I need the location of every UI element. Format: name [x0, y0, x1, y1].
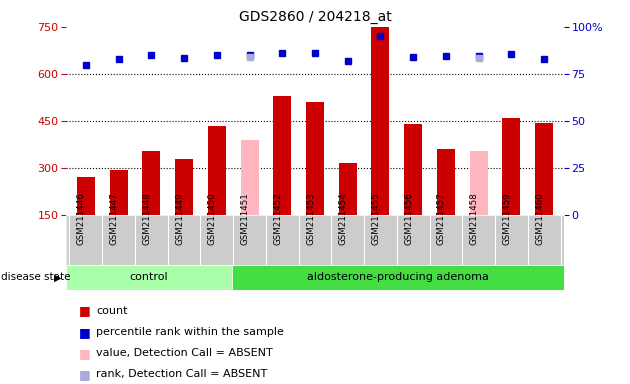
- Bar: [339, 163, 357, 215]
- Text: aldosterone-producing adenoma: aldosterone-producing adenoma: [307, 272, 489, 283]
- Bar: [175, 159, 193, 215]
- Text: GSM211448: GSM211448: [142, 193, 151, 245]
- Bar: [110, 170, 127, 215]
- Bar: [437, 149, 455, 215]
- Bar: [241, 140, 258, 215]
- Bar: [536, 122, 553, 215]
- Bar: [306, 102, 324, 215]
- Text: GSM211454: GSM211454: [339, 193, 348, 245]
- Text: GSM211449: GSM211449: [175, 193, 184, 245]
- Bar: [470, 151, 488, 215]
- Text: GSM211456: GSM211456: [404, 193, 413, 245]
- Bar: [208, 126, 226, 215]
- Bar: [77, 177, 94, 215]
- Bar: [142, 151, 160, 215]
- Text: value, Detection Call = ABSENT: value, Detection Call = ABSENT: [96, 348, 273, 358]
- Text: GSM211455: GSM211455: [372, 193, 381, 245]
- Text: GSM211451: GSM211451: [241, 193, 249, 245]
- Bar: [66, 265, 232, 290]
- Text: GSM211453: GSM211453: [306, 193, 315, 245]
- Text: disease state: disease state: [1, 272, 71, 283]
- Text: GSM211452: GSM211452: [273, 193, 282, 245]
- Text: ■: ■: [79, 368, 91, 381]
- Text: ■: ■: [79, 326, 91, 339]
- Text: GSM211459: GSM211459: [503, 193, 512, 245]
- Text: count: count: [96, 306, 128, 316]
- Bar: [404, 124, 422, 215]
- Text: GSM211457: GSM211457: [437, 193, 446, 245]
- Text: GSM211447: GSM211447: [110, 193, 118, 245]
- Text: control: control: [130, 272, 168, 283]
- Bar: [372, 27, 389, 215]
- Bar: [503, 118, 520, 215]
- Text: percentile rank within the sample: percentile rank within the sample: [96, 327, 284, 337]
- Text: GSM211450: GSM211450: [208, 193, 217, 245]
- Text: ■: ■: [79, 305, 91, 318]
- Bar: [273, 96, 291, 215]
- Text: GSM211458: GSM211458: [470, 193, 479, 245]
- Text: ■: ■: [79, 347, 91, 360]
- Title: GDS2860 / 204218_at: GDS2860 / 204218_at: [239, 10, 391, 25]
- Text: ▶: ▶: [54, 272, 62, 283]
- Text: GSM211460: GSM211460: [536, 193, 544, 245]
- Text: GSM211446: GSM211446: [77, 193, 86, 245]
- Text: rank, Detection Call = ABSENT: rank, Detection Call = ABSENT: [96, 369, 268, 379]
- Bar: [232, 265, 564, 290]
